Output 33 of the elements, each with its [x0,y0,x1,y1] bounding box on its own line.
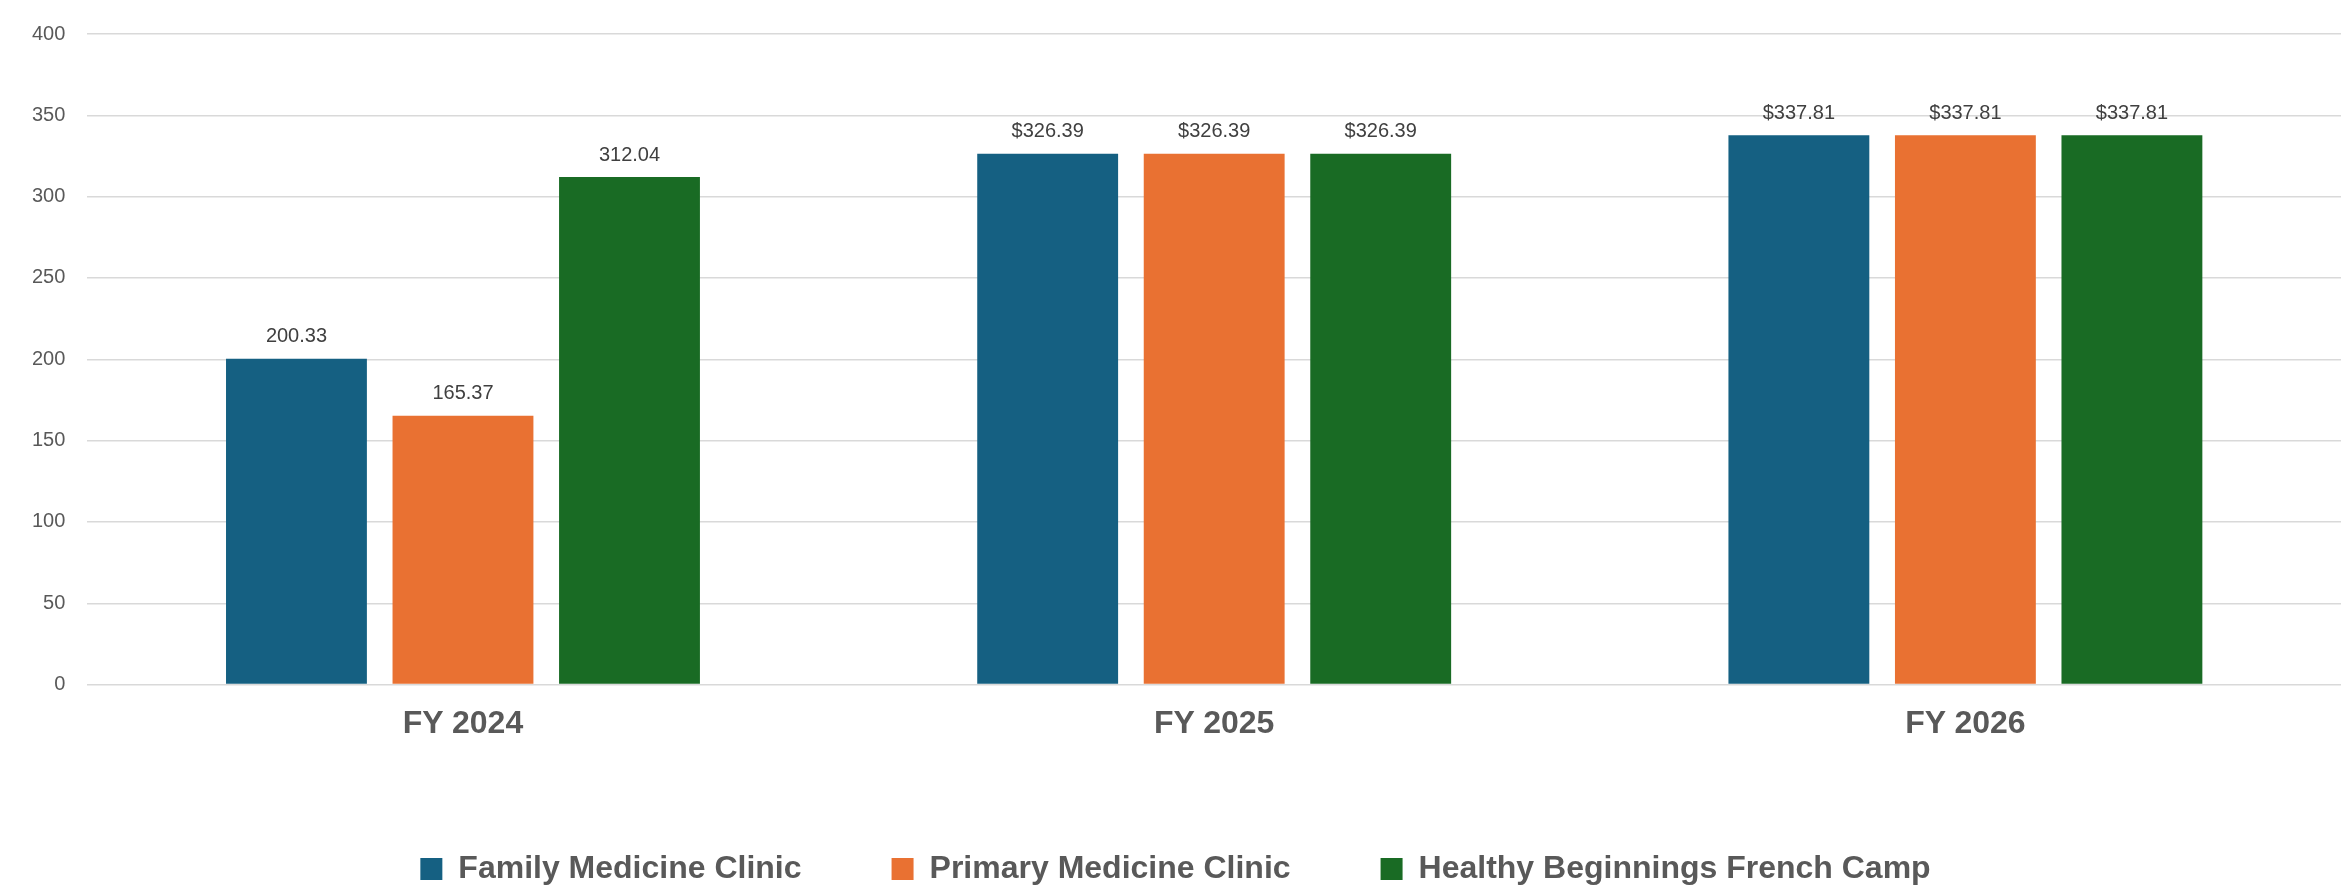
y-tick-label: 300 [31,184,66,207]
data-label: 165.37 [432,381,494,404]
data-label: 200.33 [265,324,328,347]
bar [1894,135,2036,684]
legend-label: Family Medicine Clinic [458,848,802,885]
legend-label: Healthy Beginnings French Camp [1418,848,1931,885]
x-tick-label: FY 2024 [402,703,524,740]
y-tick-label: 200 [31,346,66,369]
bar [559,177,700,684]
y-tick-label: 50 [43,590,66,613]
data-label: $326.39 [1178,119,1251,142]
data-label: $337.81 [1762,100,1836,123]
data-label: $326.39 [1011,119,1084,142]
y-tick-label: 350 [31,102,66,125]
y-tick-label: 250 [31,265,66,288]
data-label: $326.39 [1344,119,1417,142]
data-label: $337.81 [2095,100,2169,123]
bar [392,415,534,684]
x-tick-label: FY 2026 [1905,703,2026,740]
bar [2061,135,2203,684]
y-tick-label: 400 [31,21,66,44]
bar [1728,135,1870,684]
bar [1143,153,1285,684]
data-label: 312.04 [598,142,661,165]
bar [977,153,1119,684]
bar [1310,153,1452,684]
x-tick-label: FY 2025 [1153,703,1275,740]
data-label: $337.81 [1929,100,2002,123]
y-tick-label: 150 [31,428,66,451]
y-tick-label: 100 [31,509,66,532]
bar [226,358,367,684]
y-tick-label: 0 [54,672,66,695]
legend-label: Primary Medicine Clinic [929,848,1291,885]
